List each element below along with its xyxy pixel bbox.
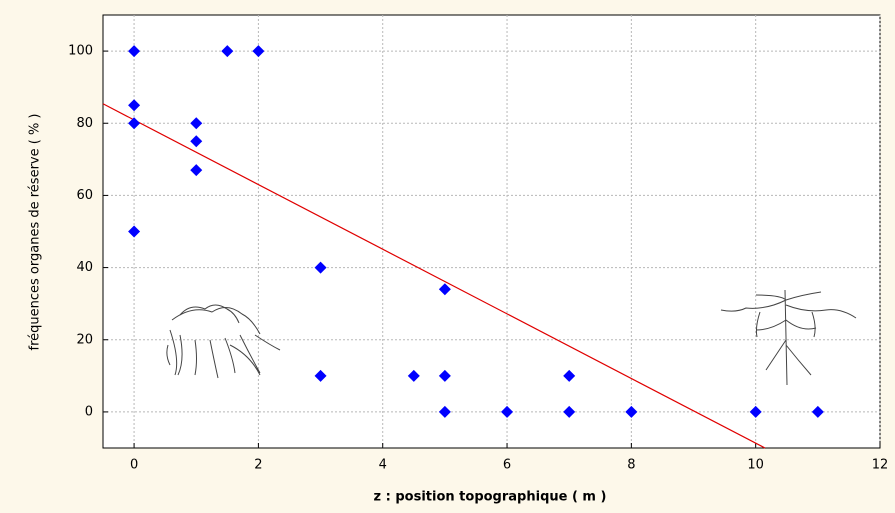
point bbox=[749, 405, 762, 418]
point bbox=[438, 369, 451, 382]
x-tick-label: 0 bbox=[130, 458, 138, 473]
point bbox=[128, 117, 141, 130]
x-tick-label: 4 bbox=[379, 458, 387, 473]
point bbox=[811, 405, 824, 418]
y-tick-label: 40 bbox=[76, 260, 93, 275]
x-tick-label: 10 bbox=[747, 458, 764, 473]
y-tick-label: 100 bbox=[68, 44, 93, 59]
point bbox=[438, 405, 451, 418]
y-tick-label: 20 bbox=[76, 332, 93, 347]
point bbox=[563, 369, 576, 382]
point bbox=[190, 164, 203, 177]
point bbox=[314, 369, 327, 382]
point bbox=[563, 405, 576, 418]
point bbox=[501, 405, 514, 418]
y-tick-label: 80 bbox=[76, 116, 93, 131]
point bbox=[221, 45, 234, 58]
y-tick-label: 0 bbox=[85, 404, 93, 419]
x-tick-label: 8 bbox=[627, 458, 635, 473]
plot-area bbox=[102, 14, 881, 449]
point bbox=[128, 225, 141, 238]
y-axis-label: fréquences organes de réserve ( % ) bbox=[28, 114, 43, 351]
x-tick-label: 6 bbox=[503, 458, 511, 473]
point bbox=[128, 99, 141, 112]
y-tick-label: 60 bbox=[76, 188, 93, 203]
point bbox=[252, 45, 265, 58]
x-tick-label: 12 bbox=[872, 458, 889, 473]
point bbox=[625, 405, 638, 418]
point bbox=[128, 45, 141, 58]
root-sketch-right bbox=[720, 289, 857, 386]
x-tick-label: 2 bbox=[254, 458, 262, 473]
point bbox=[190, 135, 203, 148]
x-axis-label: z : position topographique ( m ) bbox=[374, 490, 607, 505]
point bbox=[314, 261, 327, 274]
point bbox=[438, 283, 451, 296]
trend-line bbox=[102, 103, 766, 449]
point bbox=[190, 117, 203, 130]
point bbox=[407, 369, 420, 382]
grid bbox=[103, 15, 881, 448]
root-sketch-left bbox=[166, 304, 281, 379]
